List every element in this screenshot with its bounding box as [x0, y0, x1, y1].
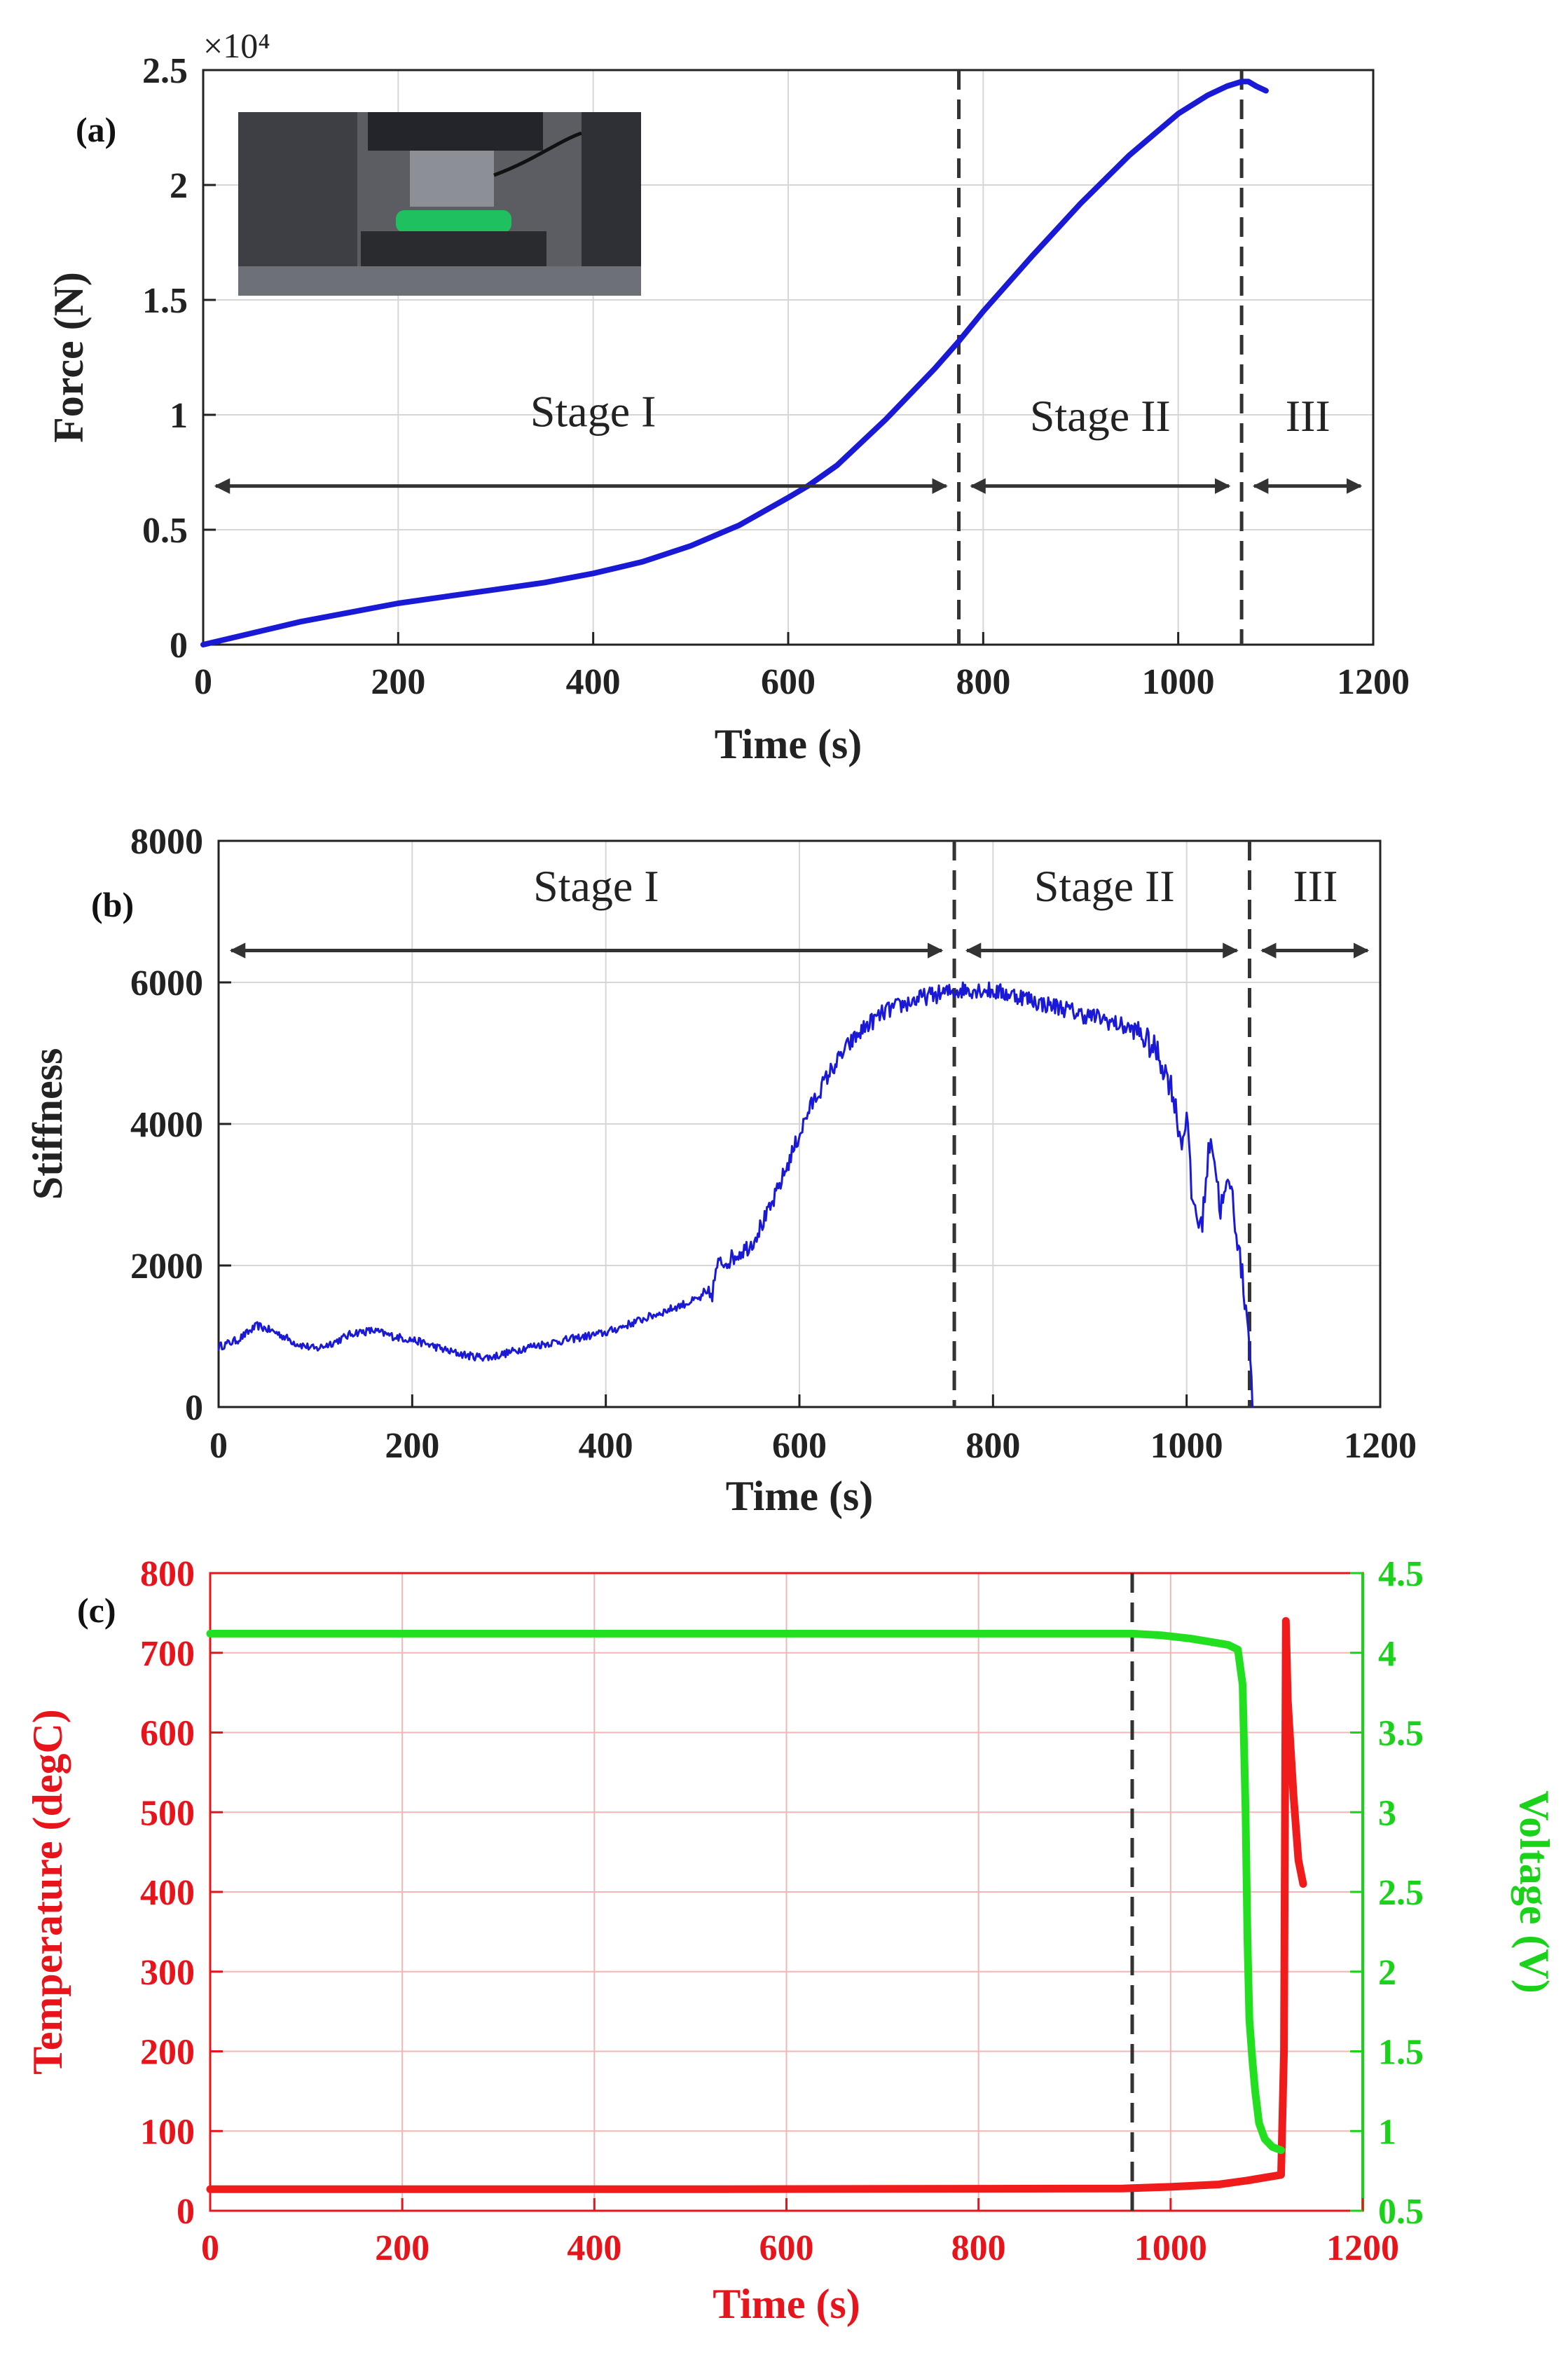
y-tick-label: 0 [170, 626, 188, 666]
y2-tick-label: 2 [1378, 1953, 1396, 1993]
x-tick-label: 200 [371, 662, 425, 702]
y-tick-label: 600 [140, 1714, 195, 1754]
series-line-temperature [206, 1617, 1307, 2193]
y-tick-label: 400 [140, 1873, 195, 1913]
stage-label: III [1286, 391, 1330, 441]
inset-press-head [368, 112, 543, 151]
y-tick-label: 700 [140, 1634, 195, 1674]
y-tick-label: 1 [170, 396, 188, 436]
x-tick-label: 0 [201, 2228, 219, 2268]
y-tick-label: 4000 [130, 1105, 203, 1145]
y-tick-label: 200 [140, 2033, 195, 2073]
y-tick-label: 0 [185, 1388, 203, 1428]
x-tick-label: 1000 [1150, 1426, 1223, 1466]
stage-label: Stage I [533, 861, 659, 911]
y2-tick-label: 4 [1378, 1634, 1396, 1674]
x-tick-label: 200 [375, 2228, 429, 2268]
x-tick-label: 0 [194, 662, 212, 702]
x-axis-label: Time (s) [715, 721, 862, 767]
y2-tick-label: 3.5 [1378, 1714, 1424, 1754]
x-axis-label: Time (s) [726, 1473, 874, 1519]
y-tick-label: 1.5 [142, 281, 188, 321]
inset-table [238, 266, 641, 296]
y-tick-label: 500 [140, 1793, 195, 1833]
y-tick-label: 300 [140, 1953, 195, 1993]
x-tick-label: 1200 [1344, 1426, 1417, 1466]
x-tick-label: 400 [579, 1426, 633, 1466]
y-axis-label: Force (N) [46, 272, 92, 443]
inset-photo [238, 112, 641, 296]
inset-punch [410, 151, 494, 207]
stage-label: Stage II [1030, 391, 1171, 441]
panel-label: (c) [77, 1591, 116, 1630]
stage-label: Stage II [1034, 861, 1175, 911]
y-tick-label: 100 [140, 2112, 195, 2152]
y-tick-label: 0.5 [142, 511, 188, 551]
x-tick-label: 800 [965, 1426, 1020, 1466]
chart-panel-2: 0 200 400 600 800 1000 1200 0 2000 4000 6000 8000 Ti… [25, 822, 1417, 1519]
inset-cable [493, 131, 582, 177]
x-tick-label: 400 [567, 2228, 621, 2268]
y2-tick-label: 3 [1378, 1793, 1396, 1833]
x-tick-label: 600 [772, 1426, 827, 1466]
y2-axis-label: Voltage (V) [1511, 1790, 1557, 1993]
y-tick-label: 800 [140, 1554, 195, 1594]
y2-tick-label: 0.5 [1378, 2192, 1424, 2232]
y-tick-label: 0 [177, 2192, 195, 2232]
y-tick-label: 6000 [130, 963, 203, 1003]
series-line-stiffness [217, 981, 1254, 1408]
chart-panel-3: 0 200 400 600 800 1000 1200 0 100 200 300 400 500 600… [25, 1554, 1557, 2327]
x-tick-label: 0 [209, 1426, 228, 1466]
panel-label: (b) [91, 885, 134, 924]
inset-base-plate [361, 231, 546, 266]
stage-label: Stage I [530, 386, 656, 436]
panel-label: (a) [76, 110, 116, 149]
y-axis-label: Temperature (degC) [25, 1709, 71, 2075]
y-tick-label: 2 [170, 166, 188, 206]
x-tick-label: 1000 [1142, 662, 1215, 702]
inset-right-frame [582, 112, 641, 296]
chart-panel-1: 0 200 400 600 800 1000 1200 0 0.5 1 1.5 2 2.5 Time (s… [46, 26, 1410, 767]
x-tick-label: 600 [759, 2228, 814, 2268]
y-tick-label: 2.5 [142, 51, 188, 91]
x-tick-label: 800 [951, 2228, 1006, 2268]
y-tick-label: 2000 [130, 1247, 203, 1287]
series-line-force [200, 78, 1269, 647]
x-tick-label: 800 [956, 662, 1010, 702]
x-axis-label: Time (s) [713, 2281, 860, 2327]
x-tick-label: 400 [566, 662, 621, 702]
y2-tick-label: 1.5 [1378, 2033, 1424, 2073]
inset-left-frame [238, 112, 357, 296]
exponent-label: ×10⁴ [203, 26, 270, 65]
y-tick-label: 8000 [130, 822, 203, 862]
series-line-voltage [206, 1629, 1285, 2155]
y2-tick-label: 4.5 [1378, 1554, 1424, 1594]
x-tick-label: 600 [761, 662, 816, 702]
x-tick-label: 1200 [1337, 662, 1410, 702]
x-tick-label: 1000 [1134, 2228, 1207, 2268]
y2-tick-label: 1 [1378, 2112, 1396, 2152]
inset-green-cell [396, 210, 511, 233]
y-axis-label: Stiffness [25, 1048, 71, 1200]
x-tick-label: 200 [385, 1426, 439, 1466]
y2-tick-label: 2.5 [1378, 1873, 1424, 1913]
x-tick-label: 1200 [1326, 2228, 1399, 2268]
stage-label: III [1293, 861, 1337, 911]
